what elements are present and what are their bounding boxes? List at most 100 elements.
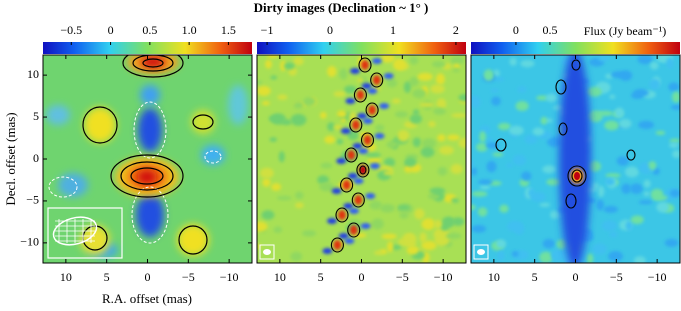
image-texture — [458, 94, 466, 102]
x-tick-label: −5 — [610, 270, 623, 284]
image-texture — [664, 238, 679, 247]
image-texture — [261, 101, 270, 106]
image-blob — [383, 73, 394, 79]
image-texture — [656, 201, 669, 213]
contour — [120, 161, 174, 191]
image-texture — [490, 88, 500, 93]
contour — [110, 154, 184, 198]
image-texture — [387, 241, 394, 253]
contour — [178, 225, 208, 255]
image-texture — [412, 88, 427, 99]
image-texture — [357, 78, 364, 83]
image-blob — [349, 208, 359, 214]
image-blob — [354, 195, 363, 205]
image-texture — [486, 137, 493, 144]
x-axis-label: R.A. offset (mas) — [102, 291, 192, 306]
image-texture — [511, 251, 519, 257]
image-texture — [269, 137, 278, 142]
contour — [132, 55, 174, 72]
image-texture — [414, 208, 425, 220]
image-texture — [471, 204, 477, 211]
image-texture — [397, 205, 410, 211]
contour — [359, 165, 367, 175]
contour — [82, 106, 118, 144]
image-blob — [138, 108, 162, 152]
image-texture — [494, 77, 505, 82]
contour — [358, 57, 372, 73]
image-texture — [273, 226, 283, 233]
image-blob — [351, 120, 360, 130]
image-texture — [369, 200, 382, 210]
contour — [122, 55, 184, 78]
negative-contour — [204, 150, 222, 164]
image-texture — [486, 160, 497, 173]
image-texture — [413, 109, 420, 116]
image-texture — [421, 138, 437, 149]
image-blob — [574, 172, 580, 180]
image-texture — [672, 150, 680, 159]
image-texture — [433, 228, 450, 240]
image-texture — [427, 193, 440, 200]
contour — [495, 138, 507, 152]
image-texture — [515, 101, 529, 112]
image-texture — [303, 96, 316, 106]
image-texture — [616, 156, 630, 166]
image-texture — [450, 163, 463, 175]
negative-contour — [133, 101, 167, 159]
colorbar — [43, 42, 252, 54]
contour — [349, 117, 363, 133]
image-blob — [369, 163, 380, 169]
image-texture — [483, 69, 494, 81]
image-texture — [471, 96, 481, 108]
image-texture — [545, 93, 558, 103]
contour — [142, 58, 164, 68]
image-texture — [492, 152, 504, 157]
image-texture — [649, 61, 659, 70]
image-texture — [588, 161, 601, 172]
image-texture — [530, 192, 546, 202]
image-texture — [324, 135, 336, 144]
image-texture — [276, 195, 292, 201]
image-blob — [347, 150, 356, 160]
image-texture — [608, 251, 623, 262]
image-texture — [540, 116, 547, 125]
image-texture — [520, 59, 535, 68]
image-texture — [383, 170, 394, 176]
image-blob — [327, 218, 337, 224]
image-blob — [137, 170, 157, 184]
image-texture — [598, 185, 605, 198]
image-blob — [347, 173, 358, 179]
negative-contour — [131, 186, 169, 244]
image-blob — [352, 143, 363, 149]
image-texture — [271, 183, 282, 191]
colorbar-tick-label: 0 — [513, 23, 519, 37]
x-tick-label: 0 — [145, 270, 151, 284]
contour — [626, 149, 636, 161]
image-texture — [506, 163, 514, 168]
colorbar — [257, 42, 466, 54]
image-texture — [477, 207, 488, 217]
image-texture — [532, 127, 545, 136]
image-blob — [141, 56, 165, 68]
image-texture — [643, 191, 650, 197]
image-texture — [409, 76, 419, 87]
image-texture — [399, 212, 409, 219]
image-texture — [655, 130, 666, 135]
image-texture — [609, 94, 616, 99]
image-blob — [136, 193, 164, 237]
image-texture — [649, 78, 661, 90]
contour — [571, 59, 581, 71]
image-blob — [357, 113, 368, 119]
image-texture — [412, 137, 422, 148]
contour — [370, 72, 384, 88]
image-texture — [542, 238, 555, 249]
image-texture — [611, 71, 626, 79]
image-texture — [524, 134, 538, 145]
image-texture — [290, 113, 307, 126]
contour — [360, 132, 375, 148]
image-texture — [365, 152, 382, 158]
contour — [330, 237, 344, 253]
beam-inset — [47, 207, 123, 259]
image-blob — [372, 58, 382, 64]
image-texture — [445, 232, 462, 240]
